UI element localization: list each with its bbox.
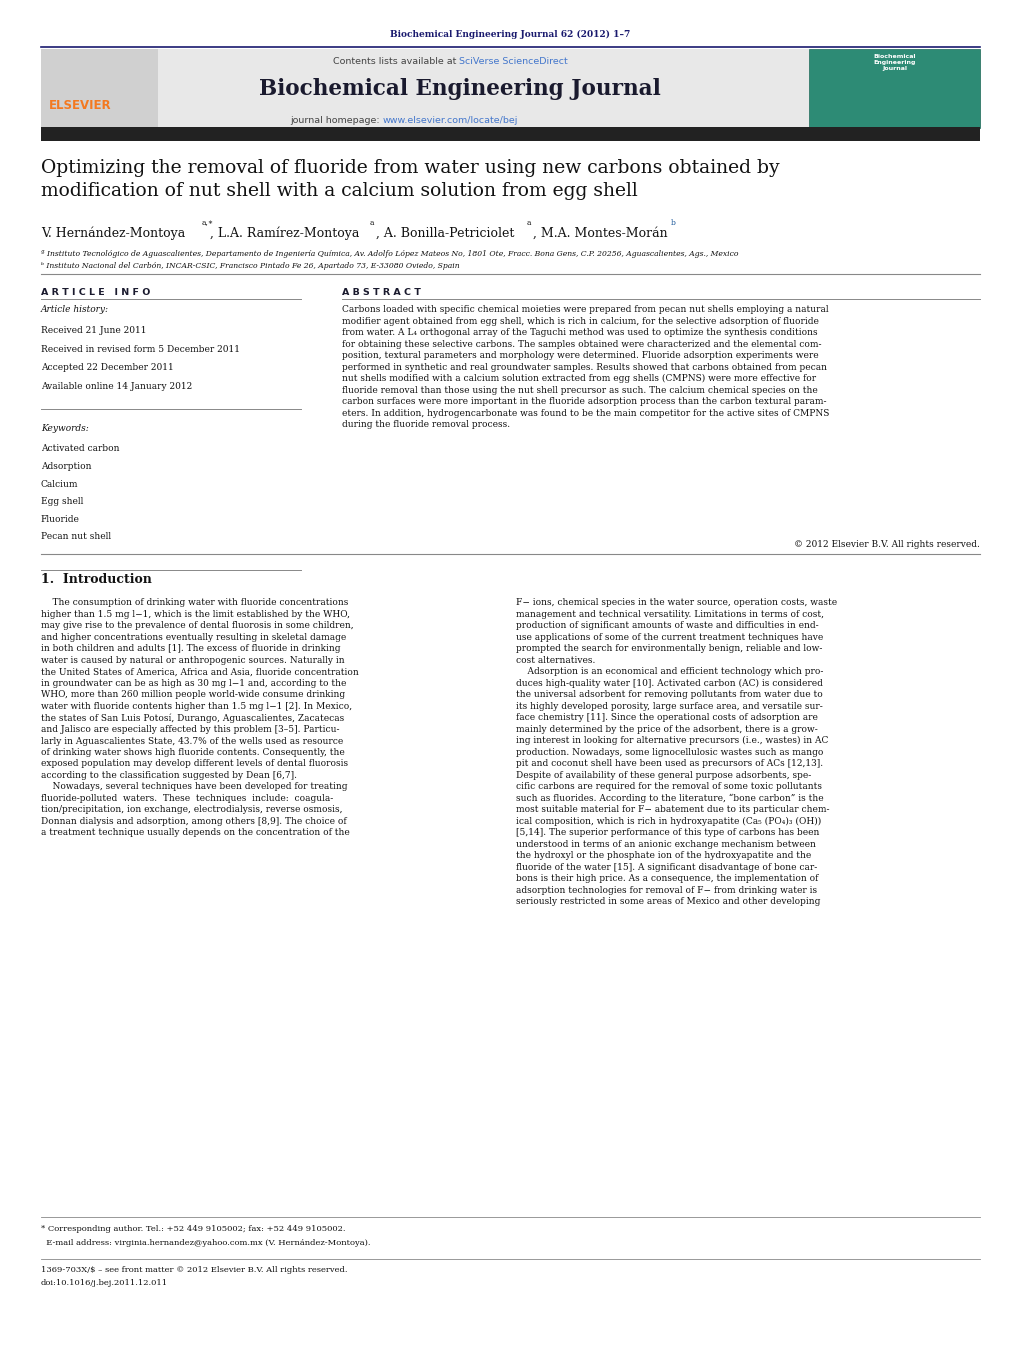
Text: Pecan nut shell: Pecan nut shell xyxy=(41,532,111,542)
Text: Keywords:: Keywords: xyxy=(41,424,89,434)
Text: Calcium: Calcium xyxy=(41,480,79,489)
Text: Biochemical Engineering Journal: Biochemical Engineering Journal xyxy=(258,78,661,100)
FancyBboxPatch shape xyxy=(41,49,158,128)
Text: ª Instituto Tecnológico de Aguascalientes, Departamento de Ingeniería Química, A: ª Instituto Tecnológico de Aguascaliente… xyxy=(41,250,738,258)
Text: Fluoride: Fluoride xyxy=(41,515,80,524)
Text: © 2012 Elsevier B.V. All rights reserved.: © 2012 Elsevier B.V. All rights reserved… xyxy=(794,540,980,550)
Text: www.elsevier.com/locate/bej: www.elsevier.com/locate/bej xyxy=(383,116,519,126)
FancyBboxPatch shape xyxy=(41,127,980,141)
Text: Biochemical Engineering Journal 62 (2012) 1–7: Biochemical Engineering Journal 62 (2012… xyxy=(390,30,631,39)
Text: A B S T R A C T: A B S T R A C T xyxy=(342,288,421,297)
Text: , M.A. Montes-Morán: , M.A. Montes-Morán xyxy=(533,227,668,240)
Text: Accepted 22 December 2011: Accepted 22 December 2011 xyxy=(41,363,174,373)
FancyBboxPatch shape xyxy=(41,49,809,128)
Text: Activated carbon: Activated carbon xyxy=(41,444,119,454)
Text: , A. Bonilla-Petriciolet: , A. Bonilla-Petriciolet xyxy=(376,227,515,240)
FancyBboxPatch shape xyxy=(809,49,980,128)
Text: 1369-703X/$ – see front matter © 2012 Elsevier B.V. All rights reserved.: 1369-703X/$ – see front matter © 2012 El… xyxy=(41,1266,347,1274)
Text: Article history:: Article history: xyxy=(41,305,109,315)
Text: ELSEVIER: ELSEVIER xyxy=(49,99,111,112)
Text: Adsorption: Adsorption xyxy=(41,462,91,471)
Text: Contents lists available at: Contents lists available at xyxy=(333,57,459,66)
Text: A R T I C L E   I N F O: A R T I C L E I N F O xyxy=(41,288,150,297)
Text: , L.A. Ramírez-Montoya: , L.A. Ramírez-Montoya xyxy=(210,227,359,240)
Text: Received in revised form 5 December 2011: Received in revised form 5 December 2011 xyxy=(41,345,240,354)
Text: * Corresponding author. Tel.: +52 449 9105002; fax: +52 449 9105002.: * Corresponding author. Tel.: +52 449 91… xyxy=(41,1225,345,1233)
Text: E-mail address: virginia.hernandez@yahoo.com.mx (V. Hernández-Montoya).: E-mail address: virginia.hernandez@yahoo… xyxy=(41,1239,371,1247)
Text: a,∗: a,∗ xyxy=(201,219,213,227)
Text: Available online 14 January 2012: Available online 14 January 2012 xyxy=(41,382,192,392)
Text: a: a xyxy=(527,219,531,227)
Text: The consumption of drinking water with fluoride concentrations
higher than 1.5 m: The consumption of drinking water with f… xyxy=(41,598,358,838)
Text: Received 21 June 2011: Received 21 June 2011 xyxy=(41,326,146,335)
Text: 1.  Introduction: 1. Introduction xyxy=(41,573,152,586)
Text: ᵇ Instituto Nacional del Carbón, INCAR-CSIC, Francisco Pintado Fe 26, Apartado 7: ᵇ Instituto Nacional del Carbón, INCAR-C… xyxy=(41,262,459,270)
Text: Carbons loaded with specific chemical moieties were prepared from pecan nut shel: Carbons loaded with specific chemical mo… xyxy=(342,305,829,430)
Text: journal homepage:: journal homepage: xyxy=(290,116,383,126)
Text: Optimizing the removal of fluoride from water using new carbons obtained by
modi: Optimizing the removal of fluoride from … xyxy=(41,159,779,200)
Text: F− ions, chemical species in the water source, operation costs, waste
management: F− ions, chemical species in the water s… xyxy=(516,598,837,907)
Text: Biochemical
Engineering
Journal: Biochemical Engineering Journal xyxy=(873,54,916,70)
Text: doi:10.1016/j.bej.2011.12.011: doi:10.1016/j.bej.2011.12.011 xyxy=(41,1279,168,1288)
Text: V. Hernández-Montoya: V. Hernández-Montoya xyxy=(41,227,185,240)
Text: a: a xyxy=(370,219,374,227)
Text: b: b xyxy=(671,219,676,227)
Text: SciVerse ScienceDirect: SciVerse ScienceDirect xyxy=(459,57,569,66)
Text: Egg shell: Egg shell xyxy=(41,497,84,507)
